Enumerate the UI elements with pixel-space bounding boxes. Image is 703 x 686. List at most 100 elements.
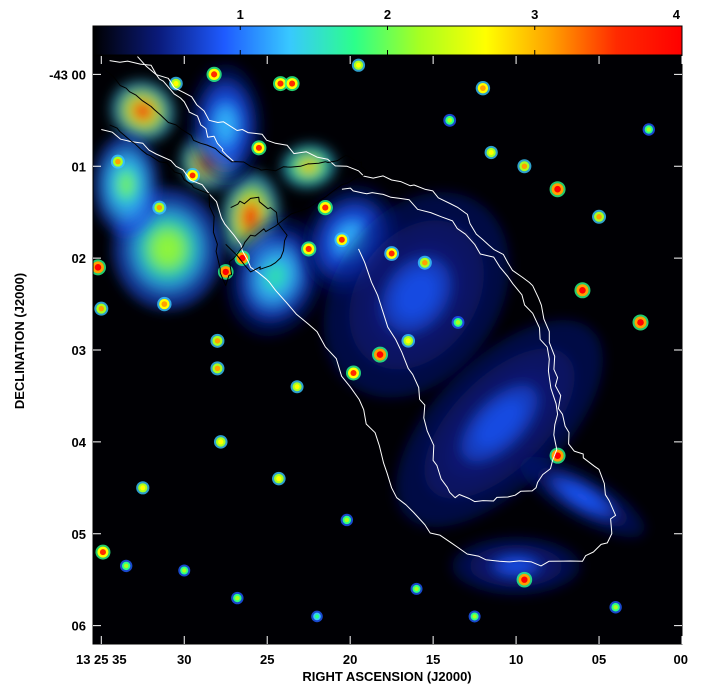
point-source	[290, 380, 304, 394]
point-source-core	[472, 614, 477, 619]
point-source-core	[123, 563, 129, 569]
y-tick-labels: -43 00 01 02 03 04 05 06	[49, 67, 87, 633]
point-source	[410, 582, 423, 595]
point-source-core	[94, 264, 102, 271]
x-tick-label: 20	[343, 652, 357, 667]
diffuse-emission-layer	[93, 64, 645, 595]
point-source	[516, 571, 533, 588]
x-tick-label: 25	[260, 652, 274, 667]
y-tick-label: 02	[72, 251, 86, 266]
point-source-core	[161, 301, 168, 307]
point-source	[206, 66, 222, 82]
emission-region	[110, 80, 176, 143]
point-source	[340, 513, 354, 527]
point-source	[443, 113, 457, 127]
y-tick-label: 05	[72, 527, 86, 542]
dark-contour-line	[100, 64, 368, 287]
y-tick-label: 06	[72, 619, 86, 634]
map-panel	[92, 55, 683, 645]
contour-layer	[100, 56, 617, 567]
point-source	[574, 282, 591, 299]
point-source	[157, 296, 172, 312]
point-source	[384, 246, 400, 261]
point-source	[251, 140, 267, 156]
point-source-core	[521, 163, 528, 169]
point-source-core	[305, 245, 312, 253]
point-source	[609, 601, 622, 614]
colorbar-tick-label: 4	[673, 7, 681, 22]
point-source-core	[239, 254, 246, 262]
point-source-core	[294, 384, 300, 390]
point-source-core	[222, 268, 229, 276]
point-source	[642, 123, 656, 136]
emission-contour-level	[568, 487, 597, 507]
point-source-core	[211, 71, 218, 78]
point-source-core	[455, 320, 461, 325]
white-contour-line	[101, 60, 617, 567]
point-source-core	[414, 586, 419, 592]
point-source-core	[189, 172, 196, 179]
point-source-core	[344, 517, 350, 523]
point-source-core	[277, 80, 284, 87]
point-source	[401, 334, 416, 348]
point-source	[351, 58, 366, 72]
point-source-core	[554, 452, 561, 459]
x-tick-label: 13 25 35	[76, 652, 127, 667]
colorbar-ticks: 1 2 3 4	[237, 7, 683, 55]
emission-contour-level	[217, 111, 235, 139]
emission-region	[323, 192, 510, 398]
point-source	[119, 559, 133, 573]
point-source-core	[480, 85, 486, 92]
point-source-core	[98, 305, 105, 312]
emission-contour-level	[501, 559, 531, 573]
point-source	[95, 544, 111, 560]
point-source-layer	[93, 58, 656, 623]
y-tick-label: -43 00	[49, 67, 86, 82]
emission-region	[189, 64, 263, 186]
point-source	[475, 80, 491, 96]
point-source	[185, 168, 200, 183]
x-tick-label: 30	[177, 652, 191, 667]
emission-contour-level	[155, 235, 181, 263]
point-source-core	[156, 204, 163, 211]
point-source-core	[182, 568, 187, 573]
point-source-core	[314, 614, 320, 619]
colorbar-tick-label: 3	[531, 7, 538, 22]
point-source	[136, 481, 150, 495]
x-axis-title: RIGHT ASCENSION (J2000)	[302, 669, 471, 684]
point-source-core	[579, 286, 586, 294]
point-source	[632, 314, 649, 331]
x-tick-label: 05	[592, 652, 606, 667]
point-source-core	[235, 595, 240, 601]
point-source	[334, 232, 350, 248]
point-source	[284, 76, 300, 92]
y-tick-label: 01	[72, 159, 86, 174]
point-source-core	[405, 338, 411, 344]
point-source-core	[388, 250, 395, 257]
point-source-core	[289, 80, 296, 87]
point-source	[110, 154, 125, 169]
y-axis-title: DECLINATION (J2000)	[12, 273, 27, 409]
point-source	[94, 301, 109, 316]
point-source	[451, 316, 465, 329]
point-source	[549, 181, 566, 198]
point-source-core	[637, 319, 644, 326]
point-source	[231, 591, 244, 605]
point-source	[549, 447, 566, 464]
white-contour-line	[341, 187, 559, 503]
point-source-core	[214, 365, 221, 372]
point-source	[213, 435, 228, 449]
emission-contour-level	[476, 400, 523, 447]
point-source-core	[338, 236, 345, 243]
point-source	[372, 346, 389, 363]
point-source-core	[646, 127, 652, 132]
point-source	[468, 610, 481, 623]
emission-region	[281, 143, 336, 189]
point-source-core	[613, 604, 618, 610]
point-source	[345, 365, 361, 381]
dark-contour-line	[225, 196, 288, 273]
x-tick-label: 00	[674, 652, 688, 667]
point-source-core	[255, 144, 262, 151]
point-source-core	[276, 475, 282, 482]
